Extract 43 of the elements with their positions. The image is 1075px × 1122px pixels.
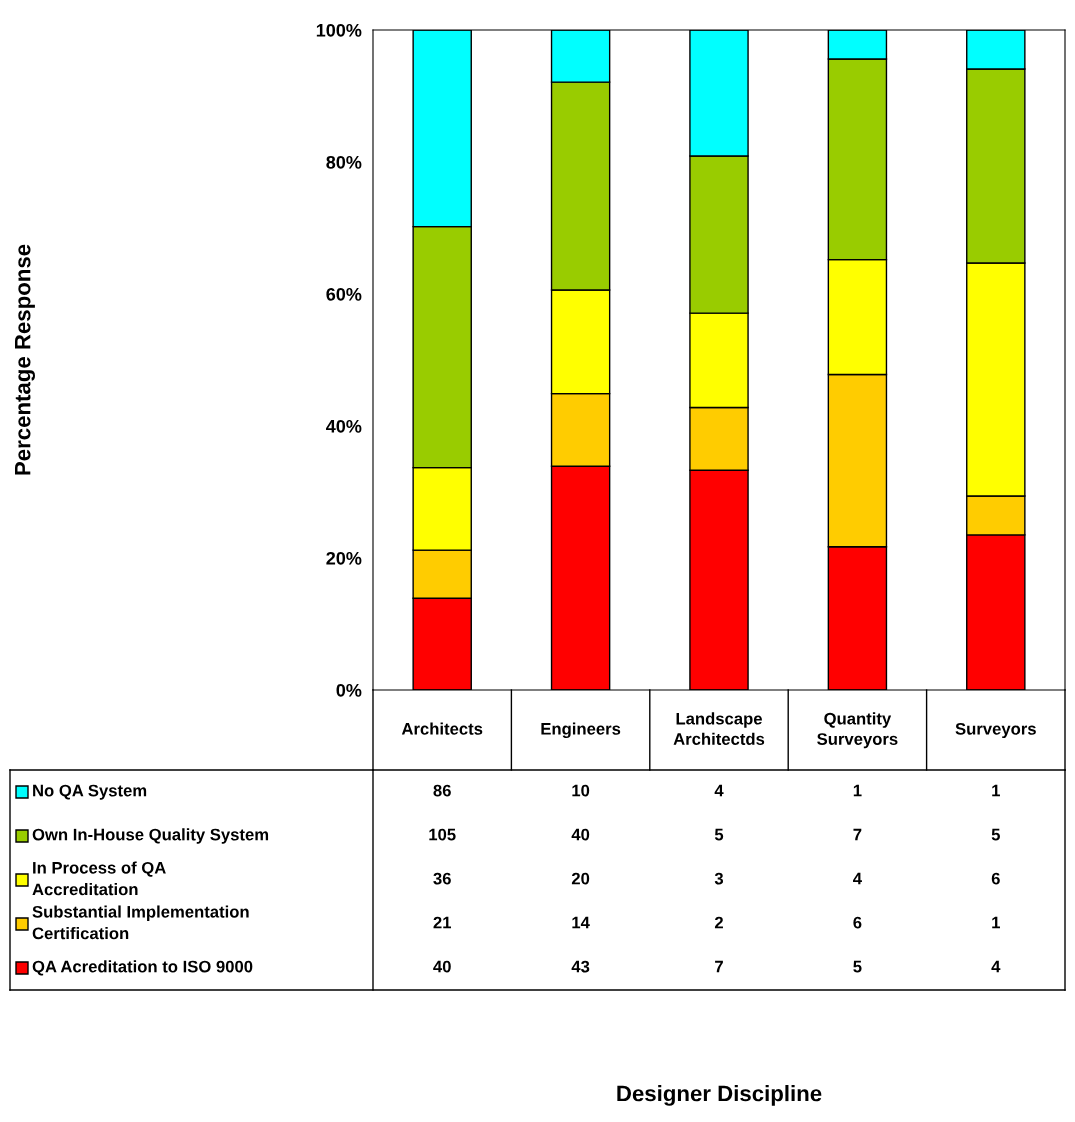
legend-label: No QA System — [33, 784, 147, 800]
y-axis-title: Percentage Response — [15, 244, 35, 475]
y-tick-label: 40% — [326, 419, 362, 433]
x-tick-label: Architects — [401, 722, 483, 735]
data-label: 14 — [572, 916, 590, 929]
data-label: 5 — [991, 828, 1000, 841]
legend-label: In Process of QA Accreditation — [32, 861, 166, 896]
y-tick-label: 60% — [326, 287, 362, 301]
data-label: 4 — [714, 784, 724, 797]
x-tick-label: Engineers — [541, 722, 621, 739]
data-label: 40 — [433, 960, 451, 973]
data-label: 43 — [571, 960, 590, 973]
y-tick-label: 100% — [316, 23, 362, 37]
legend-label: Own In-House Quality System — [32, 828, 269, 844]
data-label: 5 — [853, 960, 862, 973]
data-label: 40 — [571, 828, 590, 841]
data-label: 21 — [433, 916, 452, 929]
data-label: 20 — [571, 872, 590, 885]
data-label: 7 — [715, 960, 723, 973]
data-label: 105 — [429, 828, 456, 841]
data-label: 7 — [853, 828, 862, 841]
data-label: 1 — [992, 916, 1000, 929]
x-axis-title: Designer Discipline — [617, 1085, 822, 1106]
data-label: 1 — [992, 784, 1000, 797]
data-label: 2 — [714, 916, 723, 929]
x-tick-label: Quantity Surveyors — [817, 712, 898, 749]
data-label: 10 — [572, 784, 590, 797]
x-tick-label: Landscape Architectds — [673, 712, 765, 745]
data-label: 86 — [433, 784, 451, 797]
data-label: 36 — [433, 872, 451, 885]
data-label: 3 — [714, 872, 724, 885]
data-label: 6 — [853, 916, 862, 929]
data-label: 6 — [991, 872, 1000, 885]
x-tick-label: Surveyors — [955, 722, 1036, 739]
legend-label: QA Acreditation to ISO 9000 — [32, 960, 253, 976]
y-tick-label: 20% — [326, 551, 362, 565]
y-tick-label: 0% — [336, 683, 362, 697]
y-tick-label: 80% — [326, 155, 362, 169]
data-label: 1 — [853, 784, 862, 797]
data-label: 5 — [714, 828, 724, 841]
data-label: 4 — [991, 960, 1001, 973]
data-label: 4 — [853, 872, 862, 885]
legend-label: Substantial Implementation Certification — [32, 905, 249, 940]
